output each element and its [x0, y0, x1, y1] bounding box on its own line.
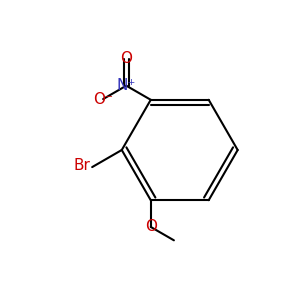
Text: O: O [145, 219, 157, 234]
Text: O⁻: O⁻ [93, 92, 113, 106]
Text: Br: Br [74, 158, 91, 173]
Text: N⁺: N⁺ [117, 78, 136, 93]
Text: O: O [120, 51, 132, 66]
